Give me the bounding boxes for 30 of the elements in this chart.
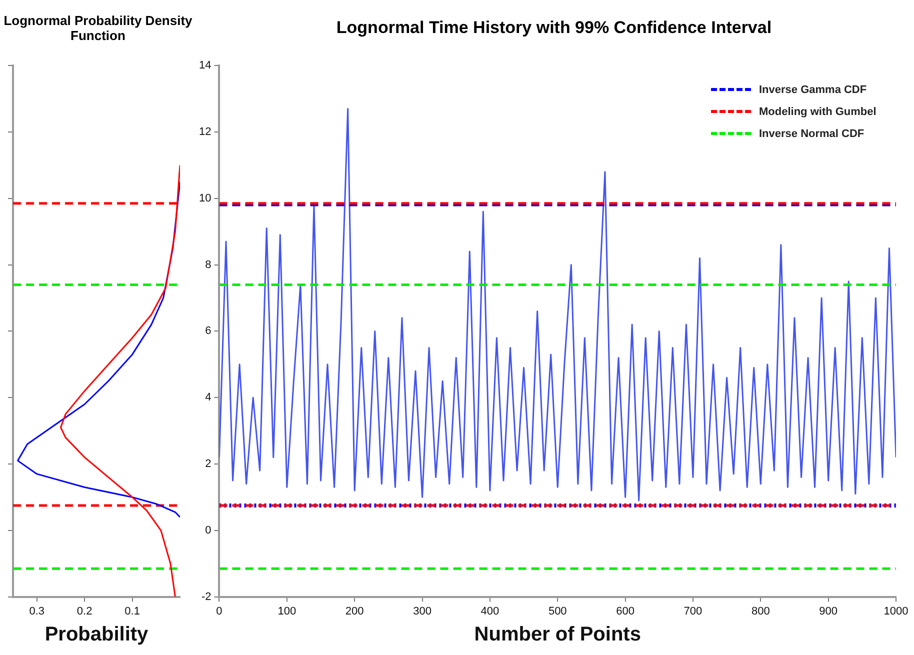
x-tick-label: 500 [548, 605, 567, 618]
y-tick-label: -2 [201, 590, 212, 603]
x-tick-label: 800 [751, 605, 770, 618]
x-tick-label: 0.1 [124, 605, 140, 618]
y-tick-label: 6 [205, 325, 212, 338]
x-tick-label: 100 [278, 605, 296, 618]
x-tick-label: 1000 [884, 605, 908, 618]
legend-label: Inverse Normal CDF [759, 128, 864, 140]
y-tick-label: 8 [205, 258, 212, 271]
x-tick-label: 200 [345, 605, 364, 618]
chart-title: Lognormal Probability Density Function [2, 12, 194, 45]
x-tick-label: 0 [216, 605, 222, 618]
x-tick-label: 400 [480, 605, 500, 618]
x-tick-label: 900 [819, 605, 838, 618]
x-tick-label: 0.2 [76, 605, 92, 618]
x-axis-title: Number of Points [474, 624, 641, 646]
y-tick-label: 4 [205, 392, 212, 404]
x-tick-label: 700 [684, 605, 702, 618]
y-tick-label: 14 [198, 60, 212, 72]
legend-label: Modeling with Gumbel [759, 106, 876, 118]
x-tick-label: 0.3 [29, 605, 45, 618]
chart-title: Lognormal Time History with 99% Confidence Interval [335, 17, 773, 39]
y-tick-label: 10 [198, 192, 212, 204]
y-tick-label: 2 [205, 458, 212, 470]
y-tick-label: 0 [205, 524, 212, 536]
y-tick-label: 12 [198, 126, 212, 138]
x-tick-label: 300 [413, 605, 432, 618]
x-axis-title: Probability [44, 624, 150, 646]
legend-label: Inverse Gamma CDF [759, 84, 867, 96]
x-tick-label: 600 [616, 605, 634, 618]
